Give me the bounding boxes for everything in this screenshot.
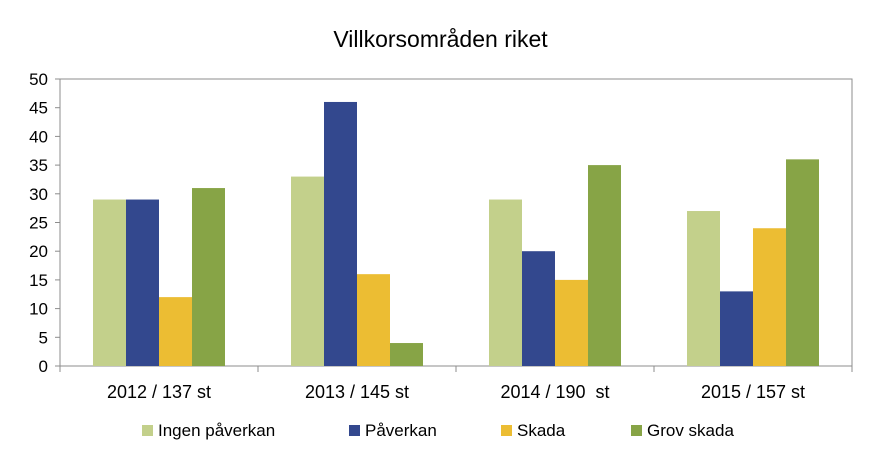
x-tick-label: 2012 / 137 st: [107, 382, 211, 402]
bar: [357, 274, 390, 366]
bar: [192, 188, 225, 366]
chart-title: Villkorsområden riket: [333, 26, 548, 52]
bar: [753, 228, 786, 366]
y-tick-label: 35: [29, 156, 48, 175]
x-tick-label: 2014 / 190 st: [500, 382, 609, 402]
y-tick-label: 20: [29, 242, 48, 261]
legend-label: Skada: [517, 421, 566, 440]
x-tick-label: 2013 / 145 st: [305, 382, 409, 402]
y-tick-label: 50: [29, 70, 48, 89]
bar: [687, 211, 720, 366]
bar: [555, 279, 588, 366]
y-tick-label: 15: [29, 271, 48, 290]
bar: [159, 297, 192, 366]
bar: [93, 199, 126, 366]
y-tick-label: 0: [39, 357, 48, 376]
y-tick-label: 45: [29, 99, 48, 118]
legend-swatch: [501, 425, 512, 436]
bar: [126, 199, 159, 366]
legend-label: Ingen påverkan: [158, 421, 275, 440]
y-tick-label: 40: [29, 127, 48, 146]
x-tick-label: 2015 / 157 st: [701, 382, 805, 402]
bar: [489, 199, 522, 366]
bar: [522, 251, 555, 366]
y-tick-label: 10: [29, 300, 48, 319]
bar: [291, 176, 324, 366]
legend-swatch: [142, 425, 153, 436]
bar: [786, 159, 819, 366]
legend-swatch: [349, 425, 360, 436]
legend-swatch: [631, 425, 642, 436]
bar: [720, 291, 753, 366]
bar: [390, 343, 423, 366]
legend-label: Grov skada: [647, 421, 734, 440]
legend-label: Påverkan: [365, 421, 437, 440]
bar: [588, 165, 621, 366]
y-tick-label: 25: [29, 214, 48, 233]
y-tick-label: 5: [39, 328, 48, 347]
y-tick-label: 30: [29, 185, 48, 204]
bar: [324, 101, 357, 367]
